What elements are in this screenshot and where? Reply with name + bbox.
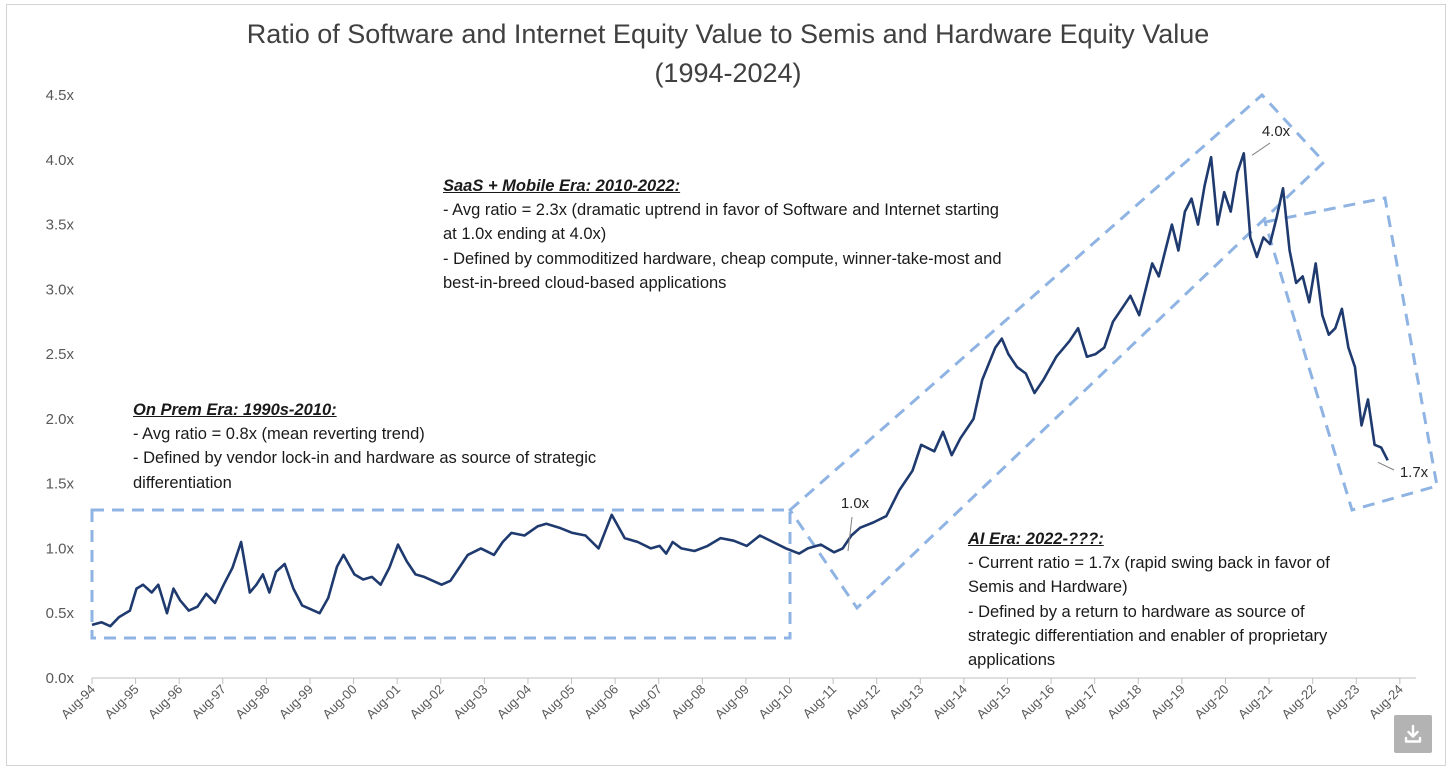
y-tick-label: 1.0x [46, 540, 75, 557]
x-tick-label: Aug-20 [1191, 682, 1231, 722]
saas-era-line-1: - Avg ratio = 2.3x (dramatic uptrend in … [443, 201, 999, 220]
x-tick-label: Aug-98 [232, 682, 272, 722]
x-tick-label: Aug-09 [712, 682, 752, 722]
saas-era-heading: SaaS + Mobile Era: 2010-2022: [443, 177, 681, 195]
ratio-series-line [91, 152, 1389, 628]
on-prem-era-box [90, 508, 792, 640]
x-tick-label: Aug-03 [450, 682, 490, 722]
x-tick-label: Aug-22 [1279, 682, 1319, 722]
saas-era-box [788, 92, 1327, 611]
x-tick-label: Aug-02 [407, 682, 447, 722]
download-button[interactable] [1394, 715, 1432, 753]
data-label-leader [847, 516, 853, 552]
x-tick-label: Aug-16 [1017, 682, 1057, 722]
on-prem-era-line-1: - Avg ratio = 0.8x (mean reverting trend… [133, 425, 425, 444]
x-tick-label: Aug-97 [189, 682, 229, 722]
x-tick-label: Aug-15 [973, 682, 1013, 722]
x-tick-label: Aug-13 [886, 682, 926, 722]
on-prem-era-line-3: differentiation [133, 473, 232, 492]
ai-era-line-3: - Defined by a return to hardware as sou… [968, 602, 1305, 621]
y-tick-label: 2.5x [46, 346, 75, 363]
x-tick-label: Aug-06 [581, 682, 621, 722]
x-tick-label: Aug-96 [145, 682, 185, 722]
x-tick-label: Aug-07 [625, 682, 665, 722]
x-tick-label: Aug-18 [1104, 682, 1144, 722]
x-tick-label: Aug-14 [930, 682, 970, 722]
x-tick-label: Aug-17 [1061, 682, 1101, 722]
on-prem-era-annotation: On Prem Era: 1990s-2010: - Avg ratio = 0… [133, 398, 596, 495]
x-tick-label: Aug-23 [1322, 682, 1362, 722]
y-tick-label: 1.5x [46, 476, 75, 493]
x-tick-label: Aug-00 [319, 682, 359, 722]
ai-era-annotation: AI Era: 2022-???: - Current ratio = 1.7x… [968, 527, 1330, 672]
download-icon [1404, 724, 1422, 743]
ai-era-line-1: - Current ratio = 1.7x (rapid swing back… [968, 554, 1330, 573]
chart-title: Ratio of Software and Internet Equity Va… [246, 19, 1210, 49]
saas-era-line-3: - Defined by commoditized hardware, chea… [443, 249, 1002, 268]
on-prem-era-heading: On Prem Era: 1990s-2010: [133, 401, 337, 419]
x-tick-label: Aug-21 [1235, 682, 1275, 722]
data-label-leader [1251, 142, 1271, 156]
y-tick-label: 3.5x [46, 217, 75, 234]
chart-frame [6, 4, 1446, 766]
x-tick-label: Aug-12 [843, 682, 883, 722]
x-tick-label: Aug-11 [800, 682, 840, 722]
on-prem-era-line-2: - Defined by vendor lock-in and hardware… [133, 449, 597, 468]
data-label: 4.0x [1262, 123, 1291, 140]
y-tick-label: 3.0x [46, 281, 75, 298]
ai-era-box [1263, 196, 1439, 512]
y-tick-label: 0.0x [46, 670, 75, 687]
y-tick-label: 0.5x [46, 605, 75, 622]
ai-era-line-4: strategic differentiation and enabler of… [968, 626, 1328, 645]
x-tick-label: Aug-04 [494, 682, 534, 722]
data-label: 1.0x [841, 495, 870, 512]
ai-era-line-5: applications [968, 651, 1056, 670]
x-tick-label: Aug-95 [101, 682, 141, 722]
saas-era-annotation: SaaS + Mobile Era: 2010-2022: - Avg rati… [443, 174, 1002, 295]
x-tick-label: Aug-08 [668, 682, 708, 722]
x-tick-label: Aug-94 [58, 682, 98, 722]
x-tick-label: Aug-10 [755, 682, 795, 722]
x-tick-label: Aug-01 [363, 682, 403, 722]
chart-subtitle: (1994-2024) [654, 58, 802, 88]
saas-era-line-2: at 1.0x ending at 4.0x) [443, 225, 607, 244]
data-label: 1.7x [1400, 464, 1429, 481]
ai-era-line-2: Semis and Hardware) [968, 578, 1128, 597]
y-tick-label: 2.0x [46, 411, 75, 428]
data-label-leader [1377, 461, 1395, 471]
ai-era-heading: AI Era: 2022-???: [968, 530, 1104, 548]
x-tick-label: Aug-05 [537, 682, 577, 722]
y-tick-label: 4.0x [46, 152, 75, 169]
x-tick-label: Aug-19 [1148, 682, 1188, 722]
x-tick-label: Aug-99 [276, 682, 316, 722]
y-tick-label: 4.5x [46, 87, 75, 104]
saas-era-line-4: best-in-breed cloud-based applications [443, 273, 727, 292]
